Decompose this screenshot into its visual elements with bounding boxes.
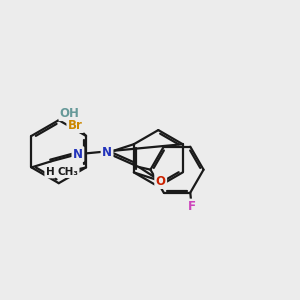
Text: OH: OH [60,107,80,120]
Text: N: N [73,148,83,160]
Text: O: O [156,175,166,188]
Text: F: F [188,200,196,213]
Text: H: H [46,167,54,177]
Text: N: N [102,146,112,159]
Text: Br: Br [68,118,83,132]
Text: CH₃: CH₃ [57,167,78,177]
